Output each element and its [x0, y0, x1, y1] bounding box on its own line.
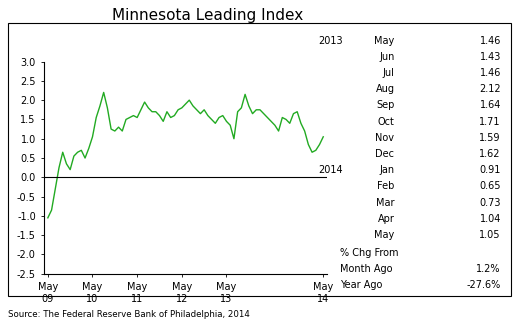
Text: 0.91: 0.91 — [480, 165, 501, 175]
Text: 2014: 2014 — [318, 165, 343, 175]
Text: 2013: 2013 — [318, 36, 343, 46]
Text: 0.73: 0.73 — [480, 198, 501, 208]
Text: Minnesota Leading Index: Minnesota Leading Index — [112, 8, 303, 23]
Text: Oct: Oct — [377, 117, 394, 127]
Text: Month Ago: Month Ago — [340, 264, 392, 274]
Text: Jul: Jul — [383, 68, 394, 78]
Text: Mar: Mar — [376, 198, 394, 208]
Text: Sep: Sep — [376, 100, 394, 110]
Text: % Chg From: % Chg From — [340, 248, 399, 258]
Text: 1.46: 1.46 — [480, 36, 501, 46]
Text: 1.2%: 1.2% — [476, 264, 501, 274]
Text: 1.59: 1.59 — [480, 133, 501, 143]
Text: 1.46: 1.46 — [480, 68, 501, 78]
Text: Jun: Jun — [379, 52, 394, 62]
Text: 1.04: 1.04 — [480, 214, 501, 224]
Text: Jan: Jan — [379, 165, 394, 175]
Text: 1.43: 1.43 — [480, 52, 501, 62]
Text: 1.05: 1.05 — [480, 230, 501, 240]
Text: 1.64: 1.64 — [480, 100, 501, 110]
Text: Feb: Feb — [377, 181, 394, 191]
Text: May: May — [374, 230, 394, 240]
Text: 1.62: 1.62 — [480, 149, 501, 159]
Text: May: May — [374, 36, 394, 46]
Text: 0.65: 0.65 — [480, 181, 501, 191]
Text: 2.12: 2.12 — [479, 84, 501, 94]
Text: Nov: Nov — [375, 133, 394, 143]
Text: Dec: Dec — [375, 149, 394, 159]
Text: Source: The Federal Reserve Bank of Philadelphia, 2014: Source: The Federal Reserve Bank of Phil… — [8, 310, 250, 319]
Text: Aug: Aug — [375, 84, 394, 94]
Text: -27.6%: -27.6% — [467, 280, 501, 290]
Text: Year Ago: Year Ago — [340, 280, 383, 290]
Text: 1.71: 1.71 — [480, 117, 501, 127]
Text: Apr: Apr — [377, 214, 394, 224]
